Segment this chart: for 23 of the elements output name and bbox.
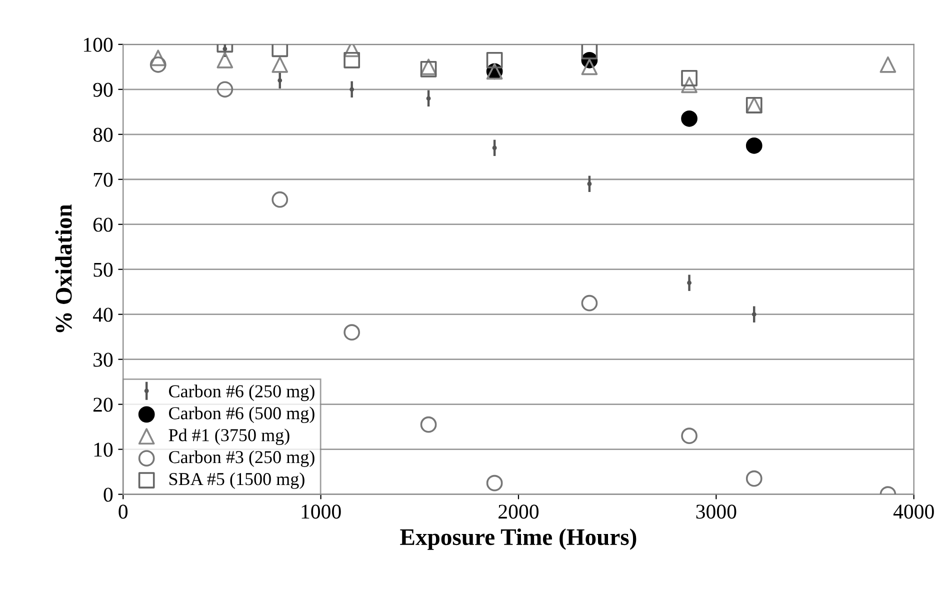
x-tick-label: 2000 (498, 504, 539, 519)
y-tick-label: 80 (93, 128, 113, 142)
x-tick-label: 4000 (893, 504, 934, 519)
y-tick-label: 90 (93, 82, 113, 97)
x-axis-title: Exposure Time (Hours) (400, 528, 636, 550)
y-tick-label: 30 (94, 352, 113, 367)
y-axis-title: % Oxidation (55, 204, 72, 332)
x-tick-label: 1000 (302, 504, 341, 519)
legend-label: Pd #1 (3750 mg) (168, 428, 290, 445)
y-tick-label: 40 (92, 308, 113, 322)
x-tick-label: 0 (118, 504, 128, 519)
legend-label: Carbon #3 (250 mg) (168, 450, 314, 467)
legend-label: Carbon #6 (500 mg) (168, 406, 314, 424)
y-tick-label: 50 (94, 262, 113, 277)
y-tick-label: 0 (104, 488, 113, 502)
y-tick-label: 20 (93, 398, 113, 412)
y-tick-label: 100 (84, 38, 113, 52)
legend-label: SBA #5 (1500 mg) (169, 472, 304, 489)
y-tick-label: 10 (94, 442, 113, 457)
legend-label: Carbon #6 (250 mg) (168, 384, 314, 402)
x-tick-label: 3000 (696, 504, 736, 519)
y-tick-label: 60 (93, 218, 113, 232)
y-tick-label: 70 (94, 172, 113, 187)
